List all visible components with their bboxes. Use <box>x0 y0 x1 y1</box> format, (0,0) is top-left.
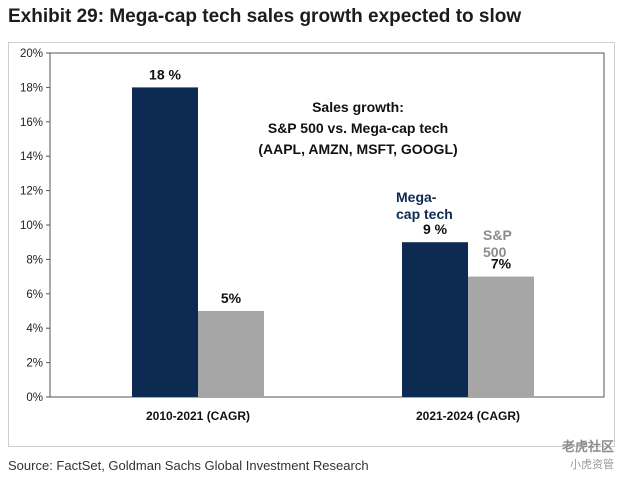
y-tick-label: 2% <box>26 358 43 370</box>
series-label-sp500: 500 <box>483 244 507 260</box>
y-tick-label: 20% <box>20 48 43 60</box>
bar-chart: 0% 2% 4% 6% 8% 10% 12% 14% 16% 18% 20% 18 % 5% 2010-2… <box>8 42 615 447</box>
bar-mega-cap-tech <box>132 87 198 398</box>
chart-frame: 0% 2% 4% 6% 8% 10% 12% 14% 16% 18% 20% 18 % 5% 2010-2… <box>8 42 616 448</box>
watermark-line-1: 老虎社区 <box>561 439 614 454</box>
series-label-sp500: S&P <box>483 227 512 243</box>
y-tick-label: 0% <box>26 392 43 404</box>
source-note: Source: FactSet, Goldman Sachs Global In… <box>8 458 369 473</box>
annotation-line: (AAPL, AMZN, MSFT, GOOGL) <box>258 141 457 157</box>
watermark-line-2: 小虎资管 <box>570 459 614 471</box>
bar-sp500 <box>468 276 534 397</box>
series-label-mega-cap-tech: Mega- <box>396 189 437 205</box>
x-category-label: 2010-2021 (CAGR) <box>146 409 250 423</box>
y-tick-label: 16% <box>20 117 43 129</box>
bar-value-label: 5% <box>221 290 242 306</box>
y-tick-label: 4% <box>26 323 43 335</box>
y-tick-label: 6% <box>26 289 43 301</box>
y-tick-label: 14% <box>20 151 43 163</box>
x-category-label: 2021-2024 (CAGR) <box>416 409 520 423</box>
chart-title: Exhibit 29: Mega-cap tech sales growth e… <box>8 6 522 27</box>
watermark: 老虎社区 小虎资管 <box>562 438 614 474</box>
y-tick-label: 10% <box>20 220 43 232</box>
annotation-line: S&P 500 vs. Mega-cap tech <box>268 120 448 136</box>
bar-value-label: 18 % <box>149 66 181 82</box>
chart-border <box>8 42 615 447</box>
annotation-line: Sales growth: <box>312 99 404 115</box>
bar-sp500 <box>198 311 264 397</box>
y-tick-label: 18% <box>20 82 43 94</box>
y-tick-label: 8% <box>26 254 43 266</box>
series-label-mega-cap-tech: cap tech <box>396 206 453 222</box>
y-tick-label: 12% <box>20 186 43 198</box>
bar-value-label: 7% <box>491 256 512 272</box>
bar-value-label: 9 % <box>423 221 448 237</box>
bar-mega-cap-tech <box>402 242 468 397</box>
